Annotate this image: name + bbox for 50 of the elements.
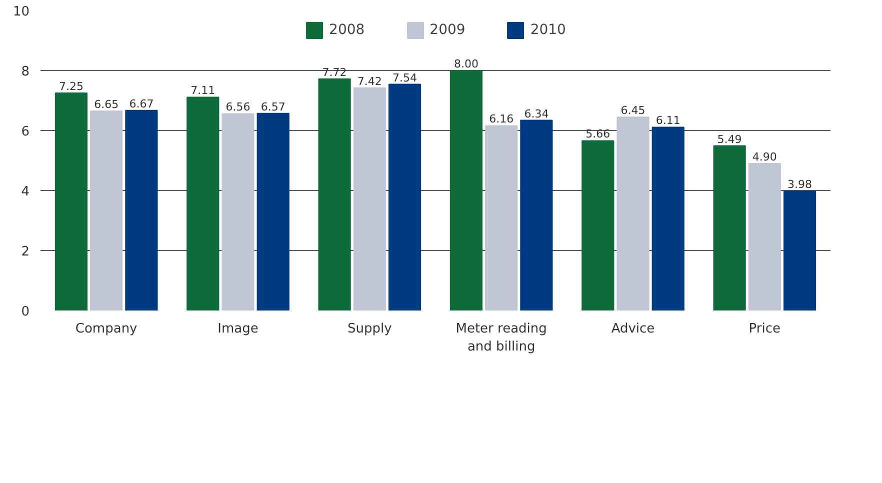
bar	[582, 140, 614, 310]
data-label: 6.65	[94, 98, 119, 111]
bar	[450, 70, 483, 310]
y-tick-label: 8	[21, 64, 30, 80]
data-label: 6.67	[129, 97, 154, 110]
bar	[186, 96, 220, 310]
data-label: 5.49	[717, 132, 742, 146]
bar	[748, 163, 781, 310]
x-tick-label: Image	[218, 322, 258, 336]
bar	[652, 126, 684, 310]
data-label: 3.98	[788, 178, 812, 192]
y-tick-label: 10	[12, 4, 30, 20]
bar	[318, 78, 351, 310]
data-label: 7.25	[58, 80, 84, 93]
x-tick-label: Price	[748, 322, 781, 336]
bar	[713, 145, 746, 310]
legend-label: 2010	[530, 22, 566, 38]
bar	[90, 110, 123, 310]
x-tick-label: Supply	[348, 322, 392, 336]
x-tick-label: Meter reading and billing	[456, 322, 547, 354]
data-label: 6.16	[489, 112, 514, 126]
data-label: 4.90	[752, 150, 777, 164]
data-label: 7.54	[392, 71, 418, 84]
data-label: 6.56	[226, 100, 250, 114]
bar	[54, 92, 88, 310]
data-label: 8.00	[454, 58, 478, 70]
data-label: 6.11	[656, 114, 680, 128]
bar	[616, 116, 650, 310]
x-tick-label: Advice	[611, 322, 655, 336]
bar	[520, 120, 553, 310]
y-tick-label: 0	[21, 304, 30, 320]
data-label: 6.34	[524, 107, 549, 120]
data-label: 6.45	[620, 104, 646, 117]
y-tick-label: 4	[21, 184, 30, 200]
legend-label: 2009	[430, 22, 466, 38]
data-label: 7.42	[357, 74, 382, 88]
x-tick-label: Company	[75, 322, 138, 336]
bar	[388, 84, 422, 310]
bar	[353, 87, 386, 310]
legend-label: 2008	[329, 22, 365, 38]
bar	[783, 190, 816, 310]
data-label: 6.57	[260, 100, 286, 114]
bar	[256, 112, 290, 310]
bar	[222, 113, 254, 310]
y-tick-label: 6	[21, 124, 30, 140]
data-label: 5.66	[586, 128, 610, 141]
y-tick-label: 2	[21, 244, 30, 260]
data-label: 7.11	[190, 84, 216, 98]
bar	[125, 110, 158, 310]
bar	[485, 125, 518, 310]
